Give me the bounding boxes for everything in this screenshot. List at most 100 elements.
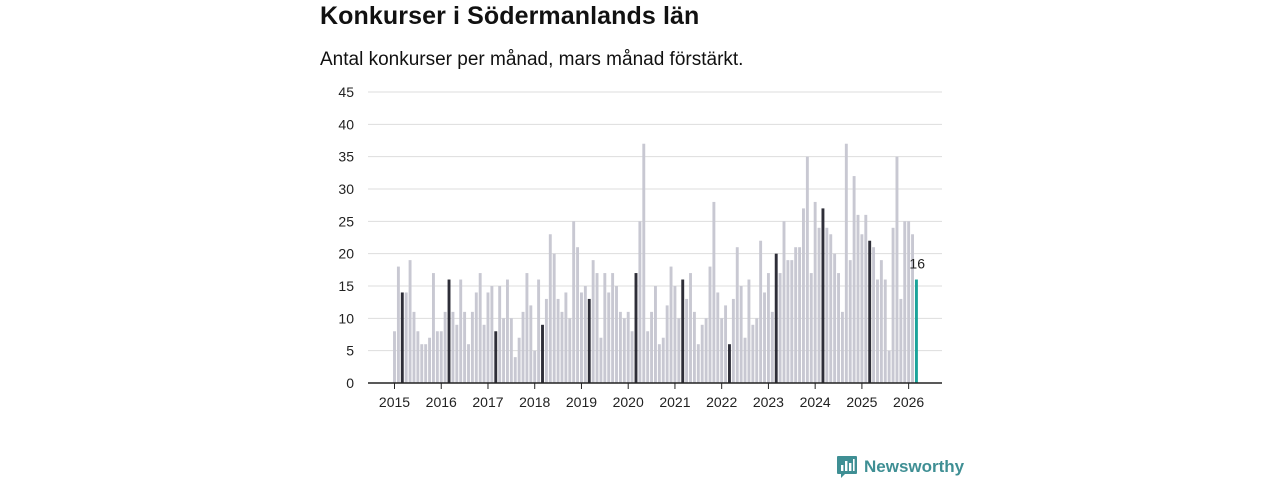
bar[interactable] <box>560 311 564 383</box>
bar[interactable] <box>541 324 544 383</box>
bar[interactable] <box>673 286 677 383</box>
bar[interactable] <box>790 260 794 383</box>
bar[interactable] <box>646 331 650 383</box>
bar[interactable] <box>467 344 470 383</box>
bar[interactable] <box>404 292 408 383</box>
bar[interactable] <box>630 331 634 383</box>
bar[interactable] <box>696 344 700 383</box>
bar[interactable] <box>583 286 587 383</box>
bar[interactable] <box>552 253 556 383</box>
bar[interactable] <box>455 324 459 383</box>
bar[interactable] <box>774 253 778 383</box>
bar[interactable] <box>770 311 774 383</box>
bar[interactable] <box>657 344 661 383</box>
bar[interactable] <box>720 318 724 383</box>
bar[interactable] <box>412 311 416 383</box>
bar[interactable] <box>642 143 646 383</box>
bar[interactable] <box>622 318 626 383</box>
bar[interactable] <box>786 260 790 383</box>
bar[interactable] <box>704 318 708 383</box>
bar[interactable] <box>435 331 439 383</box>
bar[interactable] <box>677 318 681 383</box>
bar[interactable] <box>529 305 533 383</box>
bar[interactable] <box>654 286 657 383</box>
bar[interactable] <box>899 298 903 383</box>
bar[interactable] <box>689 273 692 383</box>
bar[interactable] <box>537 279 541 383</box>
bar[interactable] <box>443 311 447 383</box>
bar[interactable] <box>805 156 809 383</box>
bar[interactable] <box>428 337 432 383</box>
bar[interactable] <box>513 357 517 383</box>
bar[interactable] <box>837 273 840 383</box>
bar[interactable] <box>778 273 782 383</box>
bar[interactable] <box>879 260 883 383</box>
bar[interactable] <box>876 279 879 383</box>
bar[interactable] <box>681 279 685 383</box>
bar[interactable] <box>661 337 665 383</box>
bar[interactable] <box>474 292 478 383</box>
bar[interactable] <box>424 344 428 383</box>
bar[interactable] <box>743 337 747 383</box>
bar[interactable] <box>864 214 868 383</box>
bar[interactable] <box>595 273 599 383</box>
bar[interactable] <box>755 318 759 383</box>
bar[interactable] <box>568 318 572 383</box>
bar[interactable] <box>813 201 817 383</box>
bar[interactable] <box>728 344 731 383</box>
bar[interactable] <box>509 318 513 383</box>
bar[interactable] <box>439 331 443 383</box>
bar[interactable] <box>599 337 603 383</box>
bar[interactable] <box>825 227 829 383</box>
bar[interactable] <box>883 279 887 383</box>
bar[interactable] <box>432 273 435 383</box>
bar[interactable] <box>459 279 463 383</box>
bar[interactable] <box>506 279 509 383</box>
bar[interactable] <box>650 311 654 383</box>
bar[interactable] <box>556 298 560 383</box>
bar[interactable] <box>564 292 568 383</box>
bar[interactable] <box>470 311 474 383</box>
bar[interactable] <box>763 292 766 383</box>
bar[interactable] <box>798 247 802 383</box>
bar[interactable] <box>739 286 743 383</box>
bar[interactable] <box>716 292 720 383</box>
bar[interactable] <box>747 279 751 383</box>
bar[interactable] <box>576 247 580 383</box>
bar[interactable] <box>692 311 696 383</box>
bar[interactable] <box>794 247 798 383</box>
bar[interactable] <box>731 298 735 383</box>
bar[interactable] <box>735 247 739 383</box>
newsworthy-logo[interactable]: Newsworthy <box>836 455 964 479</box>
bar[interactable] <box>895 156 899 383</box>
bar[interactable] <box>700 324 704 383</box>
bar[interactable] <box>463 311 467 383</box>
bar[interactable] <box>759 240 763 383</box>
bar[interactable] <box>887 350 891 383</box>
bar[interactable] <box>478 273 482 383</box>
bar[interactable] <box>525 273 529 383</box>
bar[interactable] <box>420 344 424 383</box>
bar[interactable] <box>802 208 805 383</box>
bar[interactable] <box>607 292 611 383</box>
bar[interactable] <box>451 311 455 383</box>
bar[interactable] <box>848 260 852 383</box>
bar[interactable] <box>782 221 786 383</box>
bar[interactable] <box>833 253 837 383</box>
bar[interactable] <box>618 311 622 383</box>
bar[interactable] <box>447 279 451 383</box>
bar[interactable] <box>829 234 833 383</box>
bar[interactable] <box>580 292 583 383</box>
bar[interactable] <box>868 240 872 383</box>
bar[interactable] <box>408 260 412 383</box>
bar[interactable] <box>490 286 494 383</box>
bar[interactable] <box>393 331 396 383</box>
bar[interactable] <box>903 221 907 383</box>
bar[interactable] <box>891 227 895 383</box>
bar[interactable] <box>544 298 548 383</box>
bar[interactable] <box>817 227 821 383</box>
bar[interactable] <box>615 286 618 383</box>
bar[interactable] <box>665 305 669 383</box>
bar[interactable] <box>809 273 813 383</box>
bar[interactable] <box>533 350 537 383</box>
